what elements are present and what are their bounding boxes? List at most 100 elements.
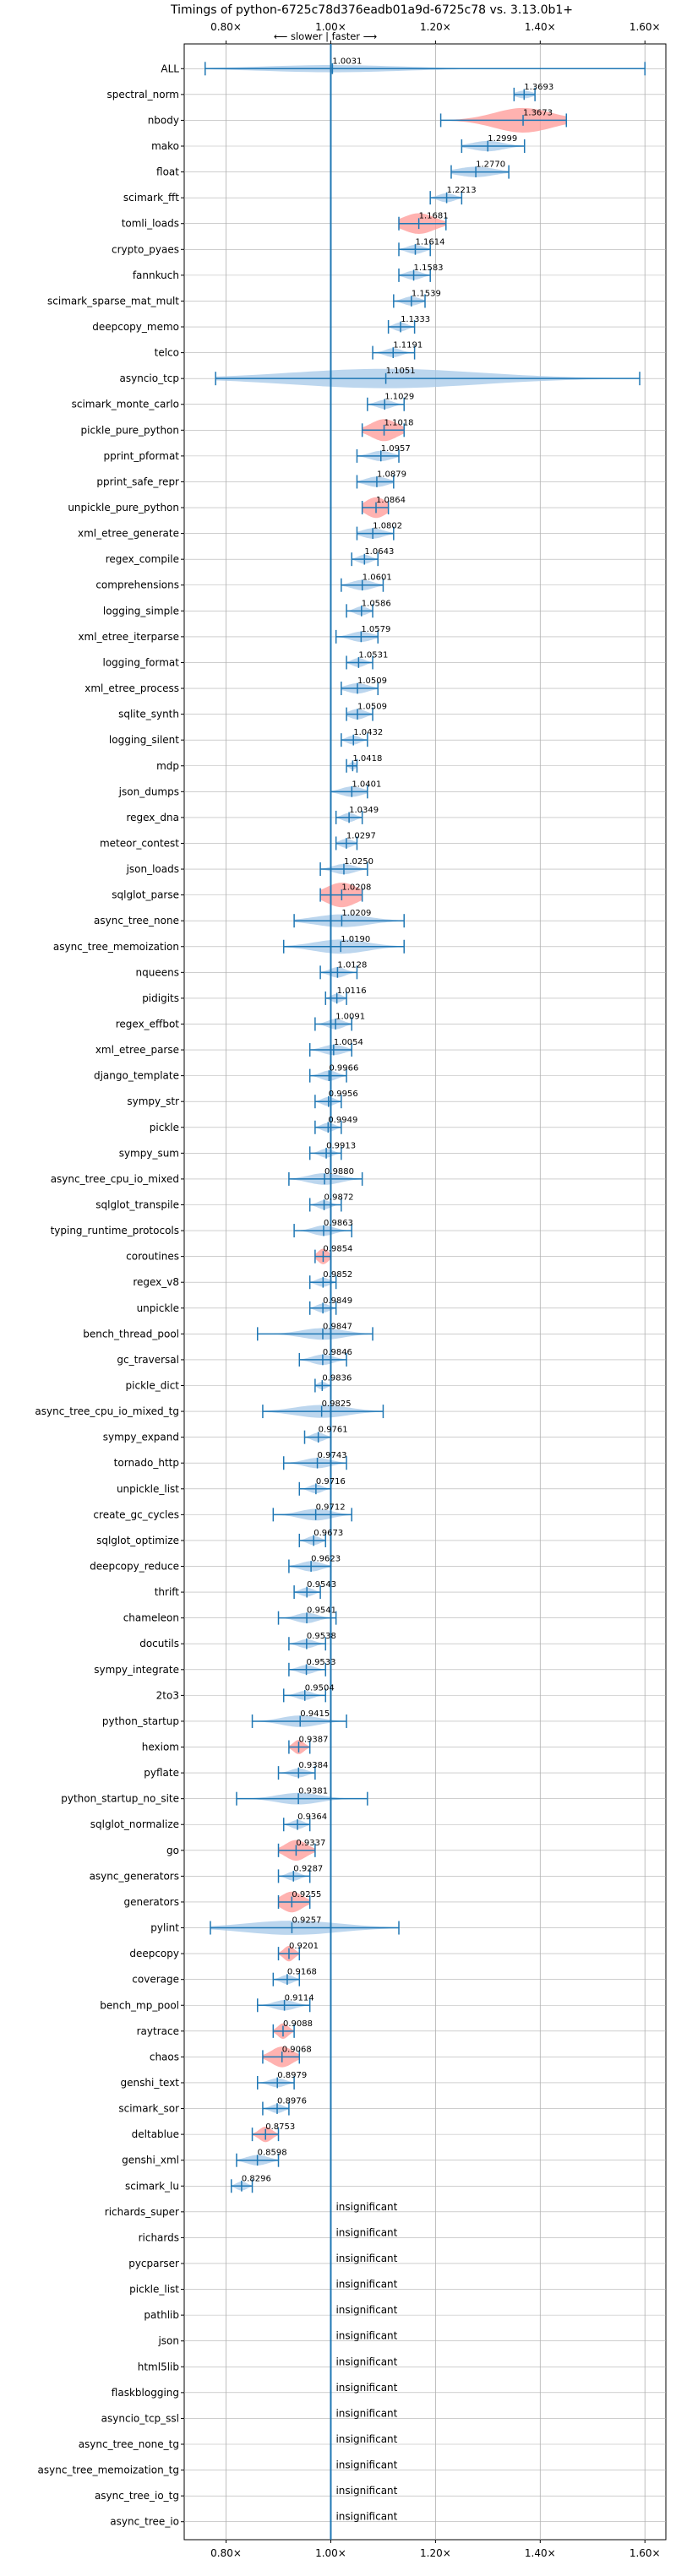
benchmark-name: bench_mp_pool [100, 1999, 179, 2011]
median-value-label: 0.9712 [316, 1503, 346, 1512]
benchmark-name: tornado_http [114, 1457, 179, 1469]
median-value-label: 0.9913 [326, 1141, 356, 1150]
benchmark-name: pickle_list [129, 2284, 179, 2296]
benchmark-name: async_tree_cpu_io_mixed_tg [35, 1405, 179, 1417]
benchmark-name: xml_etree_process [84, 682, 179, 694]
benchmark-name: richards [139, 2231, 179, 2243]
median-value-label: 1.0031 [332, 57, 362, 66]
insignificant-label: insignificant [335, 2330, 397, 2342]
median-value-label: 1.0879 [377, 470, 406, 479]
median-value-label: 0.9168 [287, 1968, 317, 1977]
median-value-label: 1.1681 [419, 212, 449, 221]
median-value-label: 0.9623 [311, 1555, 341, 1564]
benchmark-name: sympy_integrate [94, 1664, 179, 1676]
median-value-label: 1.1333 [401, 315, 430, 324]
median-value-label: 0.9849 [323, 1296, 352, 1306]
benchmark-name: sqlglot_transpile [95, 1198, 179, 1210]
benchmark-name: pathlib [144, 2309, 179, 2321]
benchmark-name: unpickle_list [117, 1483, 179, 1495]
benchmark-name: nqueens [136, 966, 179, 978]
median-value-label: 1.0250 [344, 857, 373, 867]
benchmark-name: logging_simple [103, 605, 179, 617]
benchmark-name: xml_etree_parse [95, 1044, 179, 1056]
benchmark-name: unpickle [137, 1302, 179, 1314]
benchmark-name: unpickle_pure_python [68, 502, 179, 514]
median-value-label: 0.8598 [258, 2149, 287, 2158]
median-value-label: 1.1051 [386, 367, 416, 376]
benchmark-name: ALL [161, 62, 179, 74]
median-value-label: 0.9381 [298, 1787, 328, 1796]
insignificant-label: insignificant [335, 2382, 397, 2394]
benchmark-name: pyflate [144, 1767, 179, 1779]
benchmark-name: scimark_sparse_mat_mult [47, 295, 179, 307]
benchmark-name: richards_super [105, 2206, 179, 2218]
median-value-label: 1.2770 [476, 160, 505, 170]
median-value-label: 0.9872 [324, 1193, 354, 1202]
chart-title: Timings of python-6725c78d376eadb01a9d-6… [170, 3, 573, 17]
median-value-label: 1.0864 [376, 496, 406, 505]
median-value-label: 0.9201 [289, 1942, 319, 1951]
median-value-label: 0.9384 [298, 1761, 328, 1770]
benchmark-name: 2to3 [156, 1689, 179, 1701]
benchmark-name: raytrace [137, 2025, 179, 2037]
insignificant-label: insignificant [335, 2356, 397, 2367]
median-value-label: 0.9743 [318, 1451, 347, 1460]
benchmark-name: gc_traversal [117, 1354, 179, 1366]
benchmark-name: async_tree_io_tg [95, 2490, 179, 2502]
benchmark-name: async_tree_io [110, 2516, 179, 2528]
benchmark-name: pycparser [128, 2258, 179, 2269]
benchmark-name: generators [123, 1896, 179, 1908]
median-value-label: 1.0209 [341, 909, 371, 918]
benchmark-name: deltablue [132, 2128, 179, 2140]
benchmark-name: create_gc_cycles [93, 1508, 179, 1520]
median-value-label: 1.0418 [352, 754, 382, 764]
median-value-label: 0.9543 [307, 1580, 336, 1590]
benchmark-name: coverage [132, 1974, 179, 1986]
benchmark-name: regex_dna [126, 812, 179, 823]
benchmark-name: django_template [94, 1070, 179, 1082]
insignificant-label: insignificant [335, 2201, 397, 2213]
benchmark-name: regex_v8 [133, 1276, 179, 1288]
median-value-label: 0.9854 [323, 1245, 352, 1254]
benchmark-name: sqlglot_normalize [90, 1818, 179, 1830]
median-value-label: 0.9257 [292, 1916, 321, 1926]
median-value-label: 0.9387 [298, 1736, 328, 1745]
benchmark-name: coroutines [126, 1251, 179, 1263]
benchmark-name: asyncio_tcp [119, 372, 179, 384]
median-value-label: 1.0401 [352, 780, 381, 789]
median-value-label: 1.0054 [334, 1038, 363, 1047]
benchmark-name: bench_thread_pool [83, 1328, 179, 1340]
insignificant-label: insignificant [335, 2459, 397, 2471]
benchmark-name: async_tree_none_tg [79, 2438, 179, 2450]
benchmark-name: nbody [148, 114, 179, 126]
benchmark-name: pickle [150, 1122, 179, 1133]
benchmark-name: sqlite_synth [118, 709, 179, 720]
median-value-label: 0.9337 [296, 1839, 325, 1848]
benchmark-name: tomli_loads [122, 218, 179, 230]
tick-label-top: 1.00× [315, 21, 346, 33]
benchmark-name: html5lib [138, 2361, 179, 2372]
benchmark-name: flaskblogging [112, 2387, 179, 2399]
tick-label-bottom: 1.40× [525, 2547, 556, 2559]
median-value-label: 1.2999 [488, 134, 517, 144]
benchmark-name: logging_silent [109, 734, 179, 746]
median-value-label: 0.9415 [300, 1709, 330, 1719]
benchmark-name: regex_compile [106, 553, 179, 565]
median-value-label: 1.1614 [415, 237, 444, 247]
median-value-label: 0.9966 [329, 1064, 358, 1073]
median-value-label: 0.8979 [277, 2071, 307, 2080]
median-value-label: 0.8753 [265, 2122, 295, 2132]
benchmark-name: sympy_expand [103, 1432, 179, 1443]
median-value-label: 1.0116 [337, 986, 367, 996]
insignificant-label: insignificant [335, 2304, 397, 2316]
benchmark-name: typing_runtime_protocols [51, 1225, 179, 1236]
median-value-label: 1.2213 [447, 186, 477, 195]
median-value-label: 0.9847 [323, 1322, 352, 1331]
benchmark-name: deepcopy [129, 1948, 179, 1959]
median-value-label: 1.0190 [341, 935, 370, 944]
median-value-label: 1.1018 [384, 418, 414, 427]
median-value-label: 0.9541 [307, 1606, 336, 1616]
benchmark-name: spectral_norm [106, 89, 179, 101]
x-axis-bottom: 0.80× 1.00× 1.20× 1.40× 1.60× [210, 2540, 661, 2559]
